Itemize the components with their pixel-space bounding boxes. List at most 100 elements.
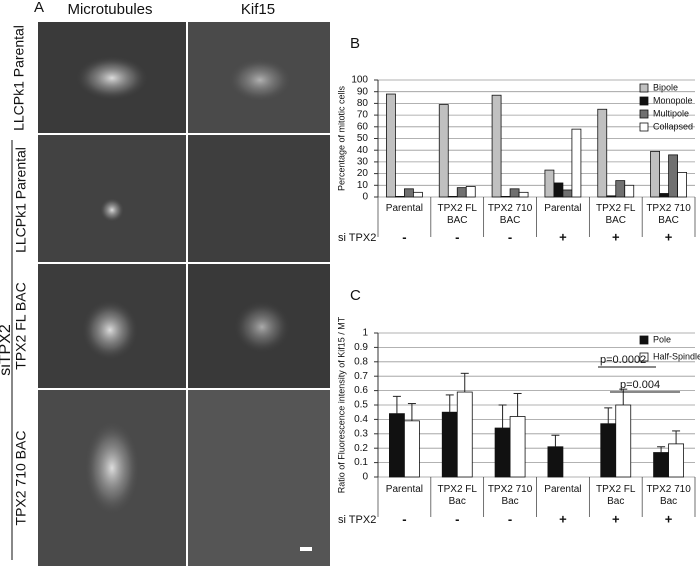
condition-sign: - [455, 511, 459, 526]
bar [615, 180, 626, 198]
y-tick-label: 100 [351, 75, 368, 86]
y-tick-label: 10 [357, 180, 369, 191]
x-tick-label: TPX2 710 Bac [487, 484, 533, 507]
bar [404, 188, 414, 198]
condition-sign: - [508, 229, 512, 244]
y-tick-label: 60 [357, 121, 369, 132]
y-tick-label: 0.4 [354, 414, 368, 425]
significance-label: p=0.004 [620, 379, 660, 391]
legend-swatch [639, 335, 649, 345]
condition-label: si TPX2 [338, 514, 376, 526]
spindle [84, 420, 140, 516]
bar [553, 182, 564, 198]
x-tick-label: Parental [544, 484, 582, 495]
row-label: TPX2 FL BAC [13, 282, 29, 369]
y-tick-label: 80 [357, 98, 369, 109]
y-tick-label: 0 [362, 472, 368, 483]
group-label: siTPX2 [0, 324, 14, 376]
bar [438, 104, 449, 198]
bar [465, 186, 476, 198]
condition-label: si TPX2 [338, 232, 376, 244]
y-tick-label: 90 [357, 86, 369, 97]
bar [404, 420, 420, 478]
condition-sign: - [508, 511, 512, 526]
row-label: LLCPk1 Parental [13, 147, 29, 253]
scale-bar [300, 547, 312, 551]
bar [509, 188, 520, 198]
spindle [234, 301, 290, 353]
legend-swatch [639, 109, 649, 119]
condition-sign: + [612, 511, 620, 526]
panel-letter: A [34, 0, 44, 16]
y-tick-label: 0.2 [354, 443, 368, 454]
y-tick-label: 70 [357, 110, 369, 121]
legend-swatch [639, 83, 649, 93]
bar [544, 169, 555, 198]
legend-swatch [639, 96, 649, 106]
bar [624, 184, 635, 198]
condition-sign: - [402, 511, 406, 526]
column-header: Kif15 [241, 1, 275, 18]
condition-sign: + [559, 229, 567, 244]
y-tick-label: 50 [357, 133, 369, 144]
bar [615, 404, 632, 478]
column-header: Microtubules [67, 1, 152, 18]
panel-letter: C [350, 287, 361, 304]
bar [547, 446, 564, 478]
x-tick-label: TPX2 710 BAC [646, 203, 691, 226]
bar [571, 128, 582, 198]
bar [518, 191, 529, 198]
bar [597, 108, 608, 198]
bar [491, 94, 502, 198]
legend-swatch [639, 352, 649, 362]
bar [668, 443, 684, 478]
bar [600, 423, 617, 478]
y-tick-label: 30 [357, 157, 369, 168]
micrograph [188, 135, 330, 262]
condition-sign: - [455, 229, 459, 244]
spindle [228, 58, 292, 102]
bar [389, 413, 405, 478]
x-tick-label: TPX2 FL Bac [437, 484, 477, 507]
spindle [76, 56, 148, 100]
x-tick-label: Parental [385, 203, 424, 214]
bar [447, 196, 458, 198]
x-tick-label: TPX2 710 BAC [487, 203, 533, 226]
bar [650, 150, 660, 198]
y-tick-label: 0.5 [354, 400, 368, 411]
x-tick-label: Parental [544, 203, 582, 214]
bar [441, 411, 458, 478]
bar [509, 416, 526, 478]
y-axis-title: Percentage of mitotic cells [336, 85, 346, 191]
bar [606, 195, 617, 198]
legend-swatch [639, 122, 649, 132]
legend-label: Half-Spindle [653, 351, 700, 361]
y-tick-label: 1 [362, 328, 368, 339]
bar [456, 391, 473, 478]
y-tick-label: 0.8 [354, 356, 368, 367]
bar [500, 196, 511, 198]
bar [677, 172, 687, 198]
x-tick-label: TPX2 FL BAC [596, 203, 636, 226]
y-axis-title: Ratio of Fluorescence intensity of Kif15… [336, 316, 346, 493]
x-tick-label: Parental [385, 484, 424, 495]
y-tick-label: 40 [357, 145, 369, 156]
micrograph [188, 390, 330, 566]
bar [456, 187, 467, 198]
y-tick-label: 0.6 [354, 385, 368, 396]
x-tick-label: TPX2 FL BAC [437, 203, 477, 226]
legend-label: Monopole [653, 95, 693, 105]
y-tick-label: 0.3 [354, 428, 368, 439]
bar [395, 196, 405, 198]
condition-sign: + [559, 511, 567, 526]
x-tick-label: TPX2 710 Bac [646, 484, 691, 507]
bar [668, 154, 678, 198]
x-tick-label: TPX2 FL Bac [596, 484, 636, 507]
y-tick-label: 20 [357, 168, 369, 179]
significance-label: p=0.0002 [600, 354, 646, 366]
bar [413, 191, 423, 198]
bar [653, 452, 669, 478]
micrographs [38, 22, 330, 566]
bar [494, 427, 511, 478]
